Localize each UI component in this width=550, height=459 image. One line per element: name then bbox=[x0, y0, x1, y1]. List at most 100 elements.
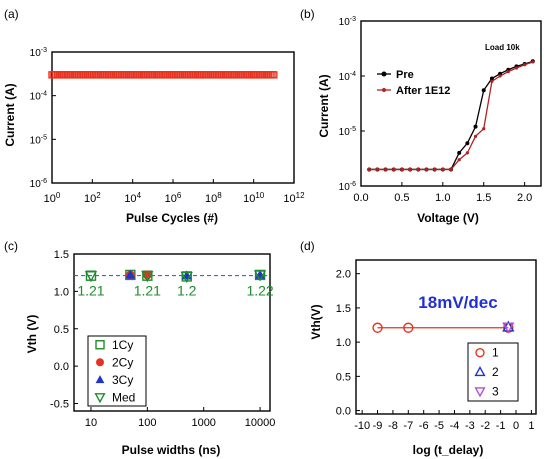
x-axis-label-c: Pulse widths (ns) bbox=[122, 443, 221, 457]
y-axis-label-a: Current (A) bbox=[3, 83, 17, 146]
y-tick-label-a-exponent: -5 bbox=[41, 134, 47, 141]
data-label: 1.22 bbox=[246, 283, 273, 299]
y-tick-label-b-exponent: -6 bbox=[350, 181, 356, 188]
y-axis-label-b: Current (A) bbox=[317, 74, 331, 137]
x-tick-label-d: 1 bbox=[528, 420, 534, 432]
y-tick-label-b: 10-4 bbox=[339, 71, 356, 83]
y-tick-label-d: 0.5 bbox=[336, 371, 351, 383]
series-b-0-point bbox=[465, 141, 470, 146]
legend-label: Pre bbox=[396, 69, 414, 81]
x-tick-label-d: 0 bbox=[513, 420, 519, 432]
y-tick-label-b: 10-3 bbox=[339, 16, 356, 28]
series-b-0-point bbox=[473, 124, 478, 129]
series-b-1-point bbox=[490, 79, 494, 83]
series-b-1-point bbox=[392, 167, 396, 172]
series-b-1-point bbox=[498, 74, 502, 78]
x-axis-label-a: Pulse Cycles (#) bbox=[126, 211, 218, 225]
annotation-load: Load 10k bbox=[485, 43, 520, 52]
series-b-0-point bbox=[498, 71, 503, 76]
x-tick-label-a-exponent: 6 bbox=[177, 191, 182, 200]
legend-swatch bbox=[95, 375, 105, 384]
data-label: 1.21 bbox=[134, 283, 161, 299]
y-tick-label-a-exponent: -6 bbox=[41, 178, 47, 185]
x-tick-label-a: 102 bbox=[84, 191, 101, 205]
legend-label: 2Cy bbox=[112, 355, 133, 369]
data-label: 1.2 bbox=[177, 283, 197, 299]
y-tick-label-a: 10-6 bbox=[30, 178, 47, 190]
y-tick-label-b-exponent: -4 bbox=[350, 71, 356, 78]
x-tick-label-a: 104 bbox=[124, 191, 141, 205]
series-b-1-point bbox=[367, 167, 371, 172]
panel-label-c: (c) bbox=[4, 239, 18, 253]
x-tick-label-a: 1012 bbox=[283, 191, 305, 205]
x-tick-label-c: 1000 bbox=[191, 417, 215, 429]
series-b-1-point bbox=[449, 167, 453, 172]
x-tick-label-d: -4 bbox=[450, 420, 460, 432]
panel-label-b: (b) bbox=[300, 7, 315, 21]
x-tick-label-d: -8 bbox=[388, 420, 398, 432]
legend-label: 1 bbox=[492, 346, 499, 360]
x-axis-label-d: log (t_delay) bbox=[413, 443, 484, 457]
data-label: 1.21 bbox=[77, 283, 104, 299]
series-b-0-point bbox=[457, 150, 462, 155]
x-tick-label-a-exponent: 4 bbox=[137, 191, 142, 200]
series-b-1-point bbox=[383, 167, 388, 172]
series-b-1-point bbox=[400, 167, 404, 172]
plot-c: 10 100 1000 10000 -0.5 0.0 0.5 1.0 1.5 1.21 1.21 1.… bbox=[50, 249, 275, 429]
legend-swatch bbox=[475, 347, 485, 358]
series-a-0-point bbox=[270, 71, 278, 79]
x-tick-label-a-exponent: 12 bbox=[296, 191, 305, 200]
legend-swatch bbox=[474, 365, 486, 377]
y-tick-label-c: 1.5 bbox=[54, 249, 69, 261]
series-b-0-point bbox=[489, 76, 494, 81]
series-b-0-line bbox=[369, 60, 534, 171]
series-c-3-point bbox=[84, 271, 98, 283]
x-tick-label-d: -10 bbox=[354, 420, 370, 432]
series-b-1-point bbox=[433, 167, 437, 172]
series-d-0-point bbox=[372, 322, 383, 333]
y-tick-label-b-exponent: -5 bbox=[350, 126, 356, 133]
x-tick-label-b: 0.0 bbox=[353, 192, 368, 204]
x-tick-label-d: -2 bbox=[480, 420, 490, 432]
plot-frame-d bbox=[355, 259, 537, 415]
chart-b: (b) 0.0 0.5 1.0 1.5 2.010-610-510-410-3PreAf… bbox=[300, 7, 542, 225]
legend-label: 3Cy bbox=[112, 373, 133, 387]
y-axis-label-d: Vth(V) bbox=[309, 304, 323, 339]
y-tick-label-c: 0.0 bbox=[54, 361, 69, 373]
x-axis-label-b: Voltage (V) bbox=[417, 211, 479, 225]
legend-label: After 1E12 bbox=[396, 85, 450, 97]
y-tick-label-c: 1.0 bbox=[54, 286, 69, 298]
y-tick-label-d: 0.0 bbox=[336, 406, 351, 418]
annotation-slope: 18mV/dec bbox=[418, 293, 497, 312]
series-b-1-point bbox=[523, 63, 527, 67]
plot-frame-b bbox=[360, 20, 542, 187]
panel-label-d: (d) bbox=[300, 239, 315, 253]
x-tick-label-a: 106 bbox=[165, 191, 182, 205]
legend-swatch bbox=[95, 340, 105, 350]
series-b-1-point bbox=[482, 127, 486, 131]
x-tick-label-d: -5 bbox=[434, 420, 444, 432]
legend-label: 1Cy bbox=[112, 338, 133, 352]
series-b-1-point bbox=[514, 66, 519, 70]
x-tick-label-a-exponent: 10 bbox=[255, 191, 264, 200]
y-tick-label-a-exponent: -4 bbox=[41, 91, 47, 98]
x-tick-label-c: 100 bbox=[138, 417, 156, 429]
y-tick-label-d: 2.0 bbox=[336, 269, 351, 281]
legend-label: 2 bbox=[492, 365, 499, 379]
series-b-1-point bbox=[375, 167, 379, 172]
legend-swatch bbox=[474, 387, 486, 398]
x-tick-label-c: 10000 bbox=[245, 417, 276, 429]
series-b-1-point bbox=[441, 167, 445, 172]
x-tick-label-a-exponent: 0 bbox=[56, 191, 61, 200]
plot-d: -10 -9 -8 -7 -6 -5 -4 -3 -2 -1 0 10.00.51.01.52.012… bbox=[336, 259, 537, 432]
series-b-1-point bbox=[506, 70, 510, 74]
y-tick-label-c: 0.5 bbox=[54, 324, 69, 336]
y-tick-label-d: 1.0 bbox=[336, 337, 351, 349]
x-tick-label-b: 1.5 bbox=[476, 192, 491, 204]
series-b-1-point bbox=[473, 134, 478, 138]
series-b-1-point bbox=[416, 167, 420, 172]
x-tick-label-b: 2.0 bbox=[517, 192, 532, 204]
series-c-2-point bbox=[125, 269, 136, 279]
